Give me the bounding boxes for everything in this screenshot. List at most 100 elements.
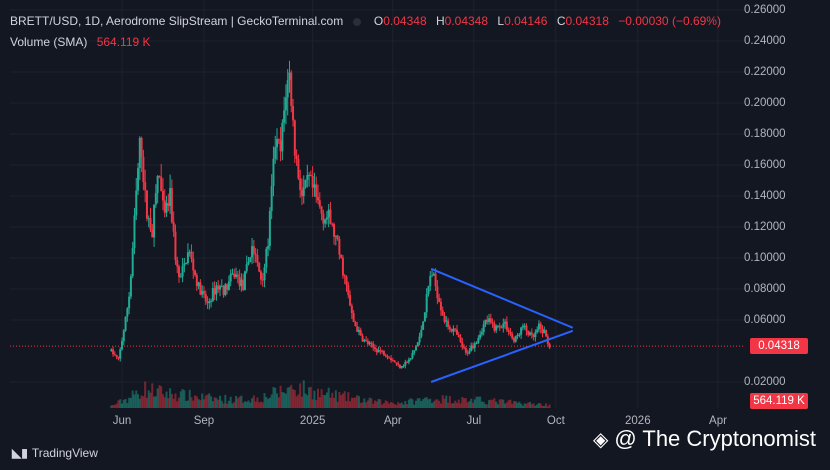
volume-bar	[416, 398, 419, 408]
candle-body	[236, 274, 239, 277]
high-label: H	[435, 14, 445, 28]
candle-body	[318, 200, 321, 207]
candle-body	[545, 329, 548, 337]
volume-bar	[124, 398, 127, 408]
change-value: −0.00030 (−0.69%)	[618, 14, 721, 28]
volume-bar	[457, 399, 460, 408]
volume-bar	[299, 383, 302, 408]
volume-bar	[347, 392, 350, 408]
candle-body	[300, 189, 303, 197]
volume-bar	[256, 397, 259, 408]
candle-body	[315, 184, 318, 198]
volume-bar	[149, 392, 152, 408]
candle-body	[192, 258, 195, 271]
time-axis-tick: Apr	[383, 415, 402, 427]
price-axis-tick: 0.18000	[744, 128, 786, 140]
volume-bar	[368, 397, 371, 408]
volume-bar	[324, 394, 327, 408]
candle-body	[119, 349, 122, 359]
candle-body	[361, 335, 364, 342]
volume-bar	[202, 399, 205, 408]
candle-body	[274, 147, 277, 159]
candle-body	[530, 332, 533, 335]
volume-bar	[313, 390, 316, 408]
candle-body	[363, 339, 366, 342]
candle-body	[213, 288, 216, 295]
volume-bar	[229, 396, 232, 408]
volume-bar	[204, 395, 207, 408]
candle-body	[439, 301, 442, 311]
candle-body	[261, 279, 264, 281]
volume-bar	[438, 400, 441, 408]
volume-bar	[178, 397, 181, 408]
tradingview-logo-icon: ◣▮	[12, 446, 28, 460]
time-axis-tick: Apr	[709, 415, 727, 427]
candle-body	[149, 218, 152, 230]
volume-bar	[434, 399, 437, 408]
volume-bar	[352, 397, 355, 408]
volume-bar	[288, 386, 291, 408]
candle-body	[293, 120, 296, 156]
tradingview-brand[interactable]: ◣▮ TradingView	[12, 446, 98, 460]
candle-body	[534, 332, 537, 338]
candle-body	[365, 339, 368, 341]
volume-bar	[482, 401, 485, 408]
volume-bar	[236, 398, 239, 408]
candle-body	[277, 139, 280, 141]
candle-body	[336, 235, 339, 239]
candle-body	[185, 263, 188, 265]
volume-bar	[329, 397, 332, 408]
candle-body	[477, 338, 480, 343]
volume-bar	[208, 393, 211, 408]
candle-body	[224, 284, 227, 295]
candle-body	[167, 202, 170, 207]
candle-body	[397, 363, 400, 365]
candle-body	[325, 217, 328, 220]
candle-body	[445, 320, 448, 322]
volume-bar	[356, 395, 359, 408]
candle-body	[452, 328, 455, 332]
symbol-title[interactable]: BRETT/USD, 1D, Aerodrome SlipStream | Ge…	[10, 14, 344, 28]
candle-body	[356, 326, 359, 332]
volume-bar	[251, 398, 254, 408]
candle-body	[350, 305, 353, 314]
candle-body	[472, 345, 475, 348]
volume-legend[interactable]: Volume (SMA) 564.119 K	[10, 35, 151, 49]
candle-body	[129, 276, 132, 297]
candle-body	[541, 328, 544, 334]
open-label: O	[373, 14, 384, 28]
candle-body	[402, 365, 405, 367]
volume-bar	[194, 395, 197, 408]
volume-bar	[391, 402, 394, 408]
volume-label: Volume (SMA)	[10, 35, 88, 49]
candle-body	[464, 348, 467, 353]
volume-value: 564.119 K	[96, 35, 151, 49]
candle-body	[366, 340, 369, 345]
volume-bar	[151, 383, 154, 408]
candle-body	[525, 325, 528, 331]
volume-bar	[144, 381, 147, 408]
candle-body	[158, 175, 161, 177]
volume-bar	[333, 397, 336, 408]
volume-bar	[395, 404, 398, 408]
volume-bar	[418, 398, 421, 408]
volume-bar	[231, 403, 234, 408]
volume-bar	[161, 394, 164, 408]
candle-body	[156, 175, 159, 194]
volume-bar	[331, 392, 334, 408]
volume-bar	[414, 400, 417, 408]
candle-body	[226, 284, 229, 290]
volume-bar	[265, 397, 268, 408]
candle-body	[500, 327, 503, 329]
candle-body	[265, 248, 268, 268]
price-axis-tick: 0.02000	[744, 376, 786, 388]
volume-bar	[292, 389, 295, 408]
volume-bar	[254, 401, 257, 408]
volume-bar	[131, 390, 134, 408]
candle-body	[334, 235, 337, 237]
candle-body	[140, 137, 143, 157]
candle-body	[502, 323, 505, 328]
candle-body	[247, 262, 250, 265]
candle-body	[527, 330, 530, 335]
